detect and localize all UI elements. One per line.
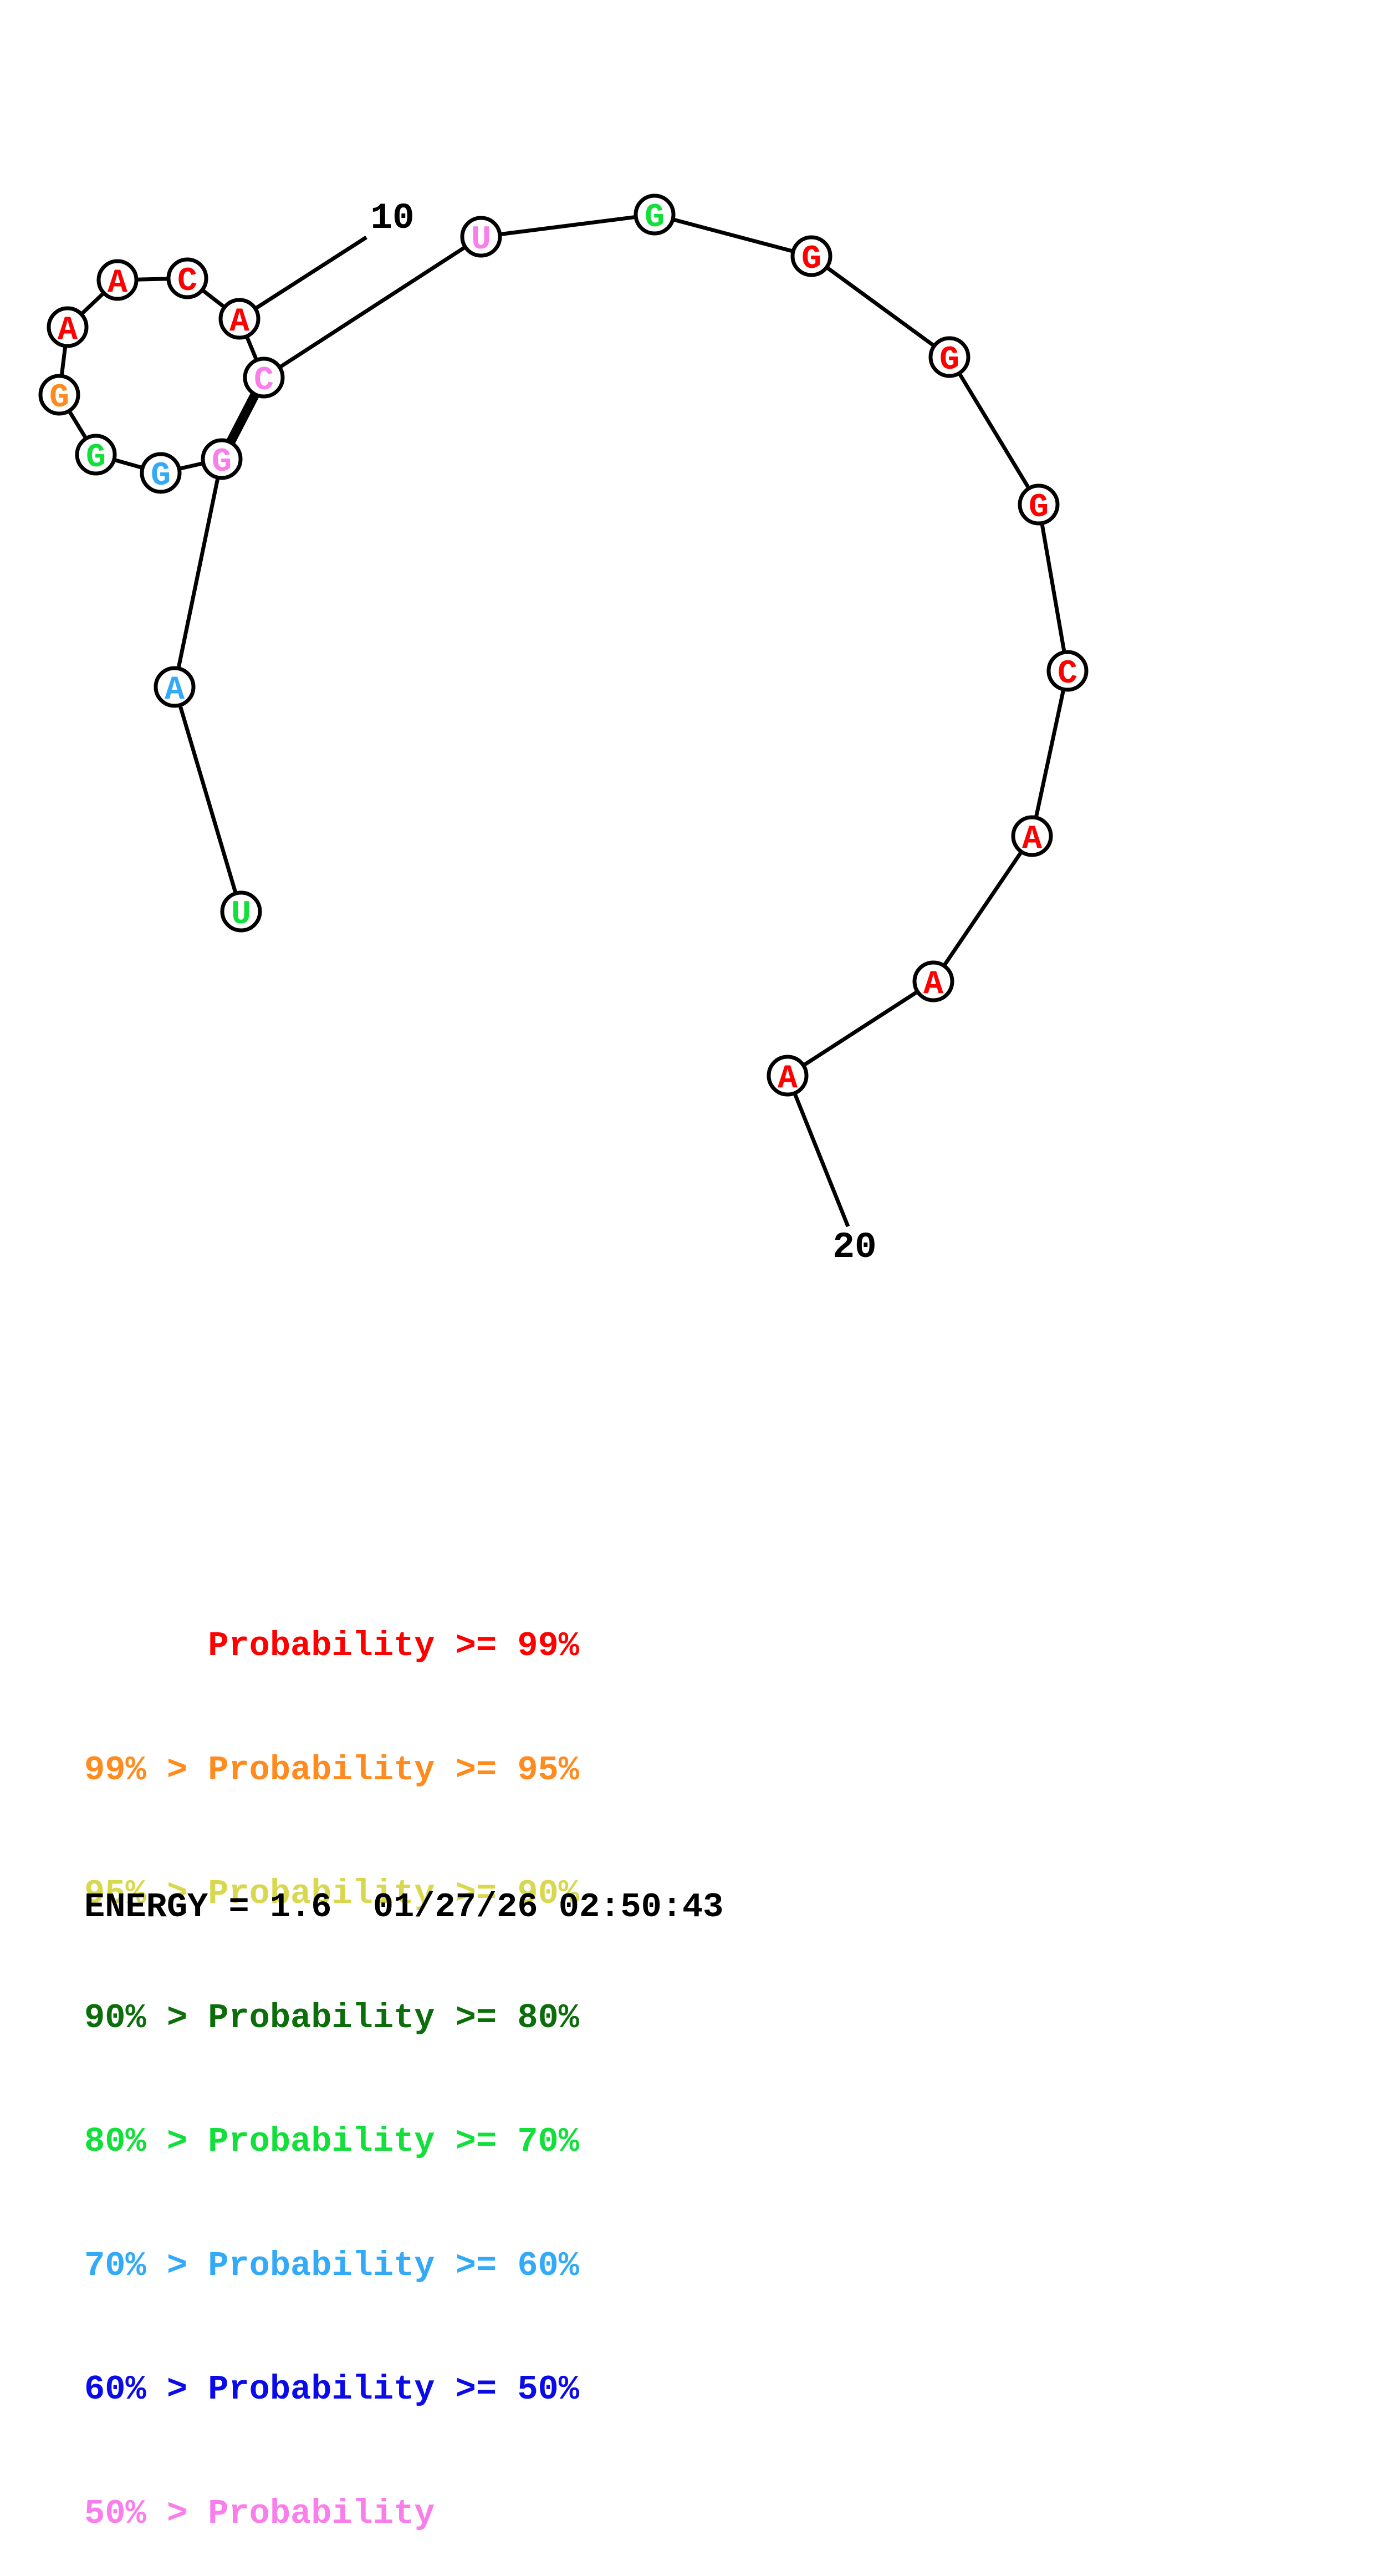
nucleotide-letter: A — [229, 303, 249, 341]
nucleotide-node — [96, 259, 139, 301]
nucleotide-node — [201, 438, 243, 480]
legend-row-below50: 50% > Probability — [84, 2493, 435, 2533]
nucleotide-letter: A — [1022, 821, 1042, 858]
nucleotide-node — [140, 452, 182, 494]
nucleotide-node — [38, 374, 80, 416]
nucleotide-node — [154, 666, 196, 708]
nucleotide-letter: G — [212, 444, 232, 481]
legend-row-p90: 95% > Probability >= 90% — [84, 1874, 579, 1913]
nucleotide-letter: A — [58, 312, 78, 349]
nucleotide-letter: G — [151, 457, 171, 495]
nucleotide-letter: A — [165, 671, 185, 709]
tick-line — [238, 236, 367, 320]
tick-label: 20 — [832, 1226, 876, 1268]
nucleotide-letter: G — [939, 342, 959, 379]
nucleotide-node — [912, 960, 954, 1002]
backbone-edge — [1030, 670, 1070, 837]
nucleotide-letter: G — [86, 439, 106, 477]
legend-row-p99: Probability >= 99% — [208, 1626, 579, 1666]
legend-row-p80: 90% > Probability >= 80% — [84, 1998, 579, 2038]
nucleotide-node — [1046, 650, 1089, 692]
probability-legend: Probability >= 99% 99% > Probability >= … — [84, 1543, 579, 2576]
nucleotide-node — [75, 434, 117, 476]
tick-line — [785, 1075, 850, 1228]
backbone-edge — [786, 980, 934, 1077]
backbone-edge — [263, 235, 482, 379]
energy-line: ENERGY = 1.6 01/27/26 02:50:43 — [84, 1887, 724, 1927]
backbone-edge — [654, 212, 812, 258]
nucleotide-letter: U — [471, 221, 491, 259]
nucleotide-node — [47, 306, 89, 348]
nucleotide-node — [460, 216, 502, 258]
nucleotide-node — [243, 357, 285, 399]
legend-row-p50: 60% > Probability >= 50% — [84, 2370, 579, 2409]
nucleotide-letter: C — [177, 263, 197, 301]
nucleotide-node — [634, 194, 676, 236]
nucleotide-letter: U — [231, 896, 251, 934]
rna-structure-plot: U A G G G G A A C A C U G G G G C A A A 10 20 — [38, 194, 1089, 1268]
nucleotide-letter: A — [778, 1060, 798, 1098]
nucleotide-node — [218, 298, 261, 340]
nucleotide-node — [220, 890, 262, 933]
nucleotide-letter: A — [923, 966, 943, 1004]
nucleotide-letter: C — [254, 362, 274, 400]
legend-row-p60: 70% > Probability >= 60% — [84, 2246, 579, 2285]
nucleotide-letter: G — [1029, 489, 1049, 527]
nucleotide-letter: C — [1058, 655, 1077, 693]
backbone-edge — [948, 356, 1040, 506]
backbone-edge — [172, 686, 243, 912]
backbone-edge — [1036, 504, 1070, 671]
nucleotide-letter: A — [108, 264, 127, 302]
nucleotide-node — [767, 1055, 809, 1097]
backbone-edge — [172, 459, 224, 688]
nucleotide-letter: G — [801, 241, 821, 278]
backbone-edge — [481, 212, 655, 239]
tick-label: 10 — [370, 197, 414, 239]
legend-row-p95: 99% > Probability >= 95% — [84, 1750, 579, 1790]
nucleotide-node — [1018, 483, 1060, 526]
nucleotide-letter: G — [645, 199, 665, 237]
nucleotide-node — [928, 336, 971, 378]
nucleotide-letter: G — [49, 379, 69, 417]
nucleotide-node — [166, 257, 208, 299]
nucleotide-node — [1011, 815, 1053, 857]
legend-row-p70: 80% > Probability >= 70% — [84, 2122, 579, 2161]
nucleotide-node — [790, 235, 832, 277]
backbone-edge — [932, 835, 1034, 982]
backbone-edge — [810, 254, 951, 359]
